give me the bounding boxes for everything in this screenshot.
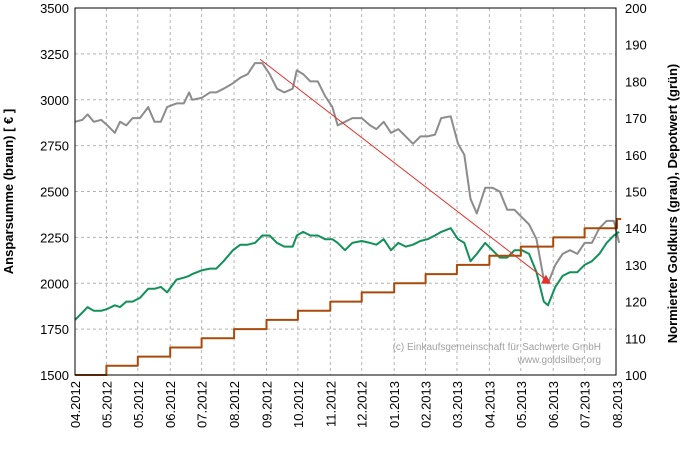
x-tick-label: 07.2012	[195, 381, 210, 428]
series-line-0	[74, 62, 621, 285]
y-left-tick-label: 2000	[40, 276, 69, 291]
x-tick-label: 09.2012	[259, 381, 274, 428]
y-right-tick-label: 160	[625, 148, 647, 163]
x-tick-label: 05.2012	[131, 381, 146, 428]
y-left-tick-label: 2250	[40, 230, 69, 245]
y-right-tick-label: 100	[625, 368, 647, 383]
y-right-tick-label: 170	[625, 111, 647, 126]
right-axis: 100 110 120 130 140 150 160 170 180 190 200	[625, 1, 647, 383]
y-right-tick-label: 130	[625, 258, 647, 273]
x-tick-label: 11.2012	[323, 381, 338, 427]
x-tick-label: 08.2013	[610, 381, 625, 428]
left-axis: 1500 1750 2000 2250 2500 2750 3000 3250 3500	[40, 1, 69, 383]
y-left-tick-label: 2750	[40, 139, 69, 154]
y-left-tick-label: 3000	[40, 93, 69, 108]
trend-marker	[540, 274, 551, 284]
x-tick-label: 01.2013	[387, 381, 402, 428]
plot-frame	[74, 7, 617, 376]
x-tick-label: 06.2013	[546, 381, 561, 428]
y-left-tick-label: 1500	[40, 368, 69, 383]
y-right-tick-label: 180	[625, 74, 647, 89]
x-tick-label: 04.2012	[68, 381, 83, 428]
y-right-tick-label: 140	[625, 221, 647, 236]
x-tick-label: 03.2013	[450, 381, 465, 428]
y-left-tick-label: 2500	[40, 185, 69, 200]
y-axis-right-title: Normierter Goldkurs (grau), Depotwert (g…	[665, 64, 680, 344]
copyright-line-2: www.goldsilber.org	[517, 355, 601, 366]
copyright-line-1: (c) Einkaufsgemeinschaft für Sachwerte G…	[393, 342, 601, 353]
x-tick-label: 06.2012	[163, 381, 178, 428]
y-left-tick-label: 1750	[40, 322, 69, 337]
y-left-tick-label: 3250	[40, 47, 69, 62]
x-tick-label: 10.2012	[291, 381, 306, 428]
copyright-note: (c) Einkaufsgemeinschaft für Sachwerte G…	[393, 342, 601, 366]
x-tick-label: 05.2013	[514, 381, 529, 428]
y-right-tick-label: 110	[625, 331, 646, 346]
x-tick-label: 07.2013	[578, 381, 593, 428]
series-line-1	[74, 227, 620, 321]
y-axis-left-title: Ansparsumme (braun) [ € ]	[1, 109, 16, 274]
x-tick-label: 04.2013	[482, 381, 497, 428]
x-tick-label: 12.2012	[355, 381, 370, 428]
y-right-tick-label: 200	[625, 1, 647, 16]
trend-line	[259, 58, 547, 280]
annotation-layer	[259, 58, 551, 284]
grid	[75, 8, 616, 375]
x-axis: 04.2012 05.2012 05.2012 06.2012 07.2012 08.20…	[68, 381, 625, 428]
y-left-tick-label: 3500	[40, 1, 69, 16]
x-tick-label: 05.2012	[99, 381, 114, 428]
series-layer	[74, 62, 622, 376]
y-right-tick-label: 190	[625, 38, 647, 53]
y-right-tick-label: 150	[625, 185, 647, 200]
x-tick-label: 02.2013	[419, 381, 434, 428]
y-right-tick-label: 120	[625, 295, 647, 310]
x-tick-label: 08.2012	[227, 381, 242, 428]
series-line-2	[75, 218, 622, 376]
